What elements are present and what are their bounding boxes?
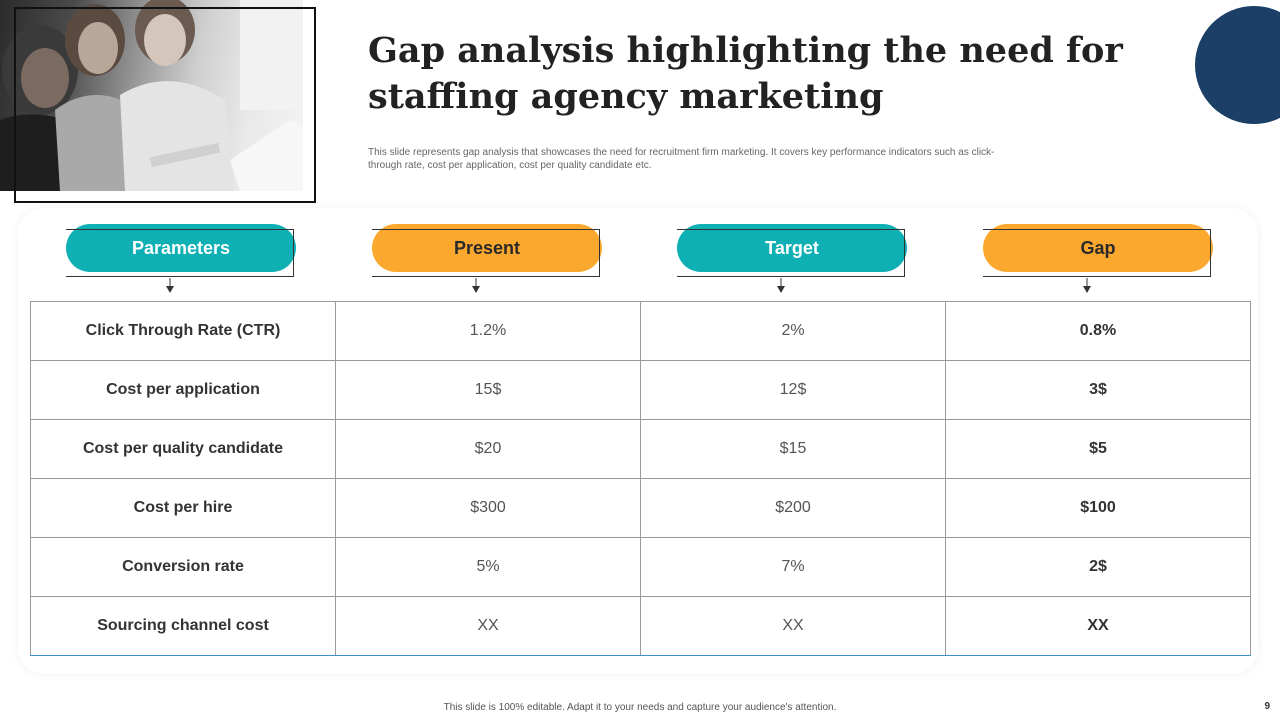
parameter-cell: Sourcing channel cost xyxy=(30,596,336,656)
present-cell: $300 xyxy=(335,478,641,538)
gap-cell: $100 xyxy=(945,478,1251,538)
table-row: Cost per application 15$ 12$ 3$ xyxy=(30,360,1251,420)
footer-note: This slide is 100% editable. Adapt it to… xyxy=(443,702,837,713)
table-row: Click Through Rate (CTR) 1.2% 2% 0.8% xyxy=(30,301,1251,361)
header-pill-gap: Gap xyxy=(983,224,1213,272)
team-photo xyxy=(0,0,303,191)
page-number: 9 xyxy=(1264,701,1270,712)
present-cell: 5% xyxy=(335,537,641,597)
target-cell: 7% xyxy=(640,537,946,597)
table-row: Conversion rate 5% 7% 2$ xyxy=(30,537,1251,597)
target-cell: 12$ xyxy=(640,360,946,420)
present-cell: 15$ xyxy=(335,360,641,420)
parameter-cell: Conversion rate xyxy=(30,537,336,597)
gap-analysis-table: Click Through Rate (CTR) 1.2% 2% 0.8% Co… xyxy=(30,301,1251,656)
parameter-cell: Cost per application xyxy=(30,360,336,420)
gap-cell: 0.8% xyxy=(945,301,1251,361)
target-cell: XX xyxy=(640,596,946,656)
header-label: Present xyxy=(453,237,521,258)
slide-subtitle: This slide represents gap analysis that … xyxy=(368,147,995,171)
present-cell: $20 xyxy=(335,419,641,479)
table-row: Sourcing channel cost XX XX XX xyxy=(30,596,1251,656)
table-row: Cost per quality candidate $20 $15 $5 xyxy=(30,419,1251,479)
parameter-cell: Click Through Rate (CTR) xyxy=(30,301,336,361)
target-cell: $200 xyxy=(640,478,946,538)
arrow-down-icon xyxy=(166,278,174,293)
gap-cell: XX xyxy=(945,596,1251,656)
arrow-down-icon xyxy=(777,278,785,293)
people-illustration xyxy=(0,0,303,191)
gap-cell: $5 xyxy=(945,419,1251,479)
gap-cell: 2$ xyxy=(945,537,1251,597)
table-row: Cost per hire $300 $200 $100 xyxy=(30,478,1251,538)
target-cell: 2% xyxy=(640,301,946,361)
decorative-circle xyxy=(1195,6,1280,124)
present-cell: 1.2% xyxy=(335,301,641,361)
parameter-cell: Cost per hire xyxy=(30,478,336,538)
slide-title: Gap analysis highlighting the need for s… xyxy=(368,30,1123,117)
header-label: Target xyxy=(765,237,819,258)
arrow-down-icon xyxy=(472,278,480,293)
header-pill-parameters: Parameters xyxy=(66,224,296,272)
header-pill-target: Target xyxy=(677,224,907,272)
gap-cell: 3$ xyxy=(945,360,1251,420)
parameter-cell: Cost per quality candidate xyxy=(30,419,336,479)
header-label: Gap xyxy=(1080,237,1116,258)
header-label: Parameters xyxy=(131,237,231,258)
header-pill-present: Present xyxy=(372,224,602,272)
target-cell: $15 xyxy=(640,419,946,479)
photo-frame xyxy=(14,7,316,203)
present-cell: XX xyxy=(335,596,641,656)
arrow-down-icon xyxy=(1083,278,1091,293)
